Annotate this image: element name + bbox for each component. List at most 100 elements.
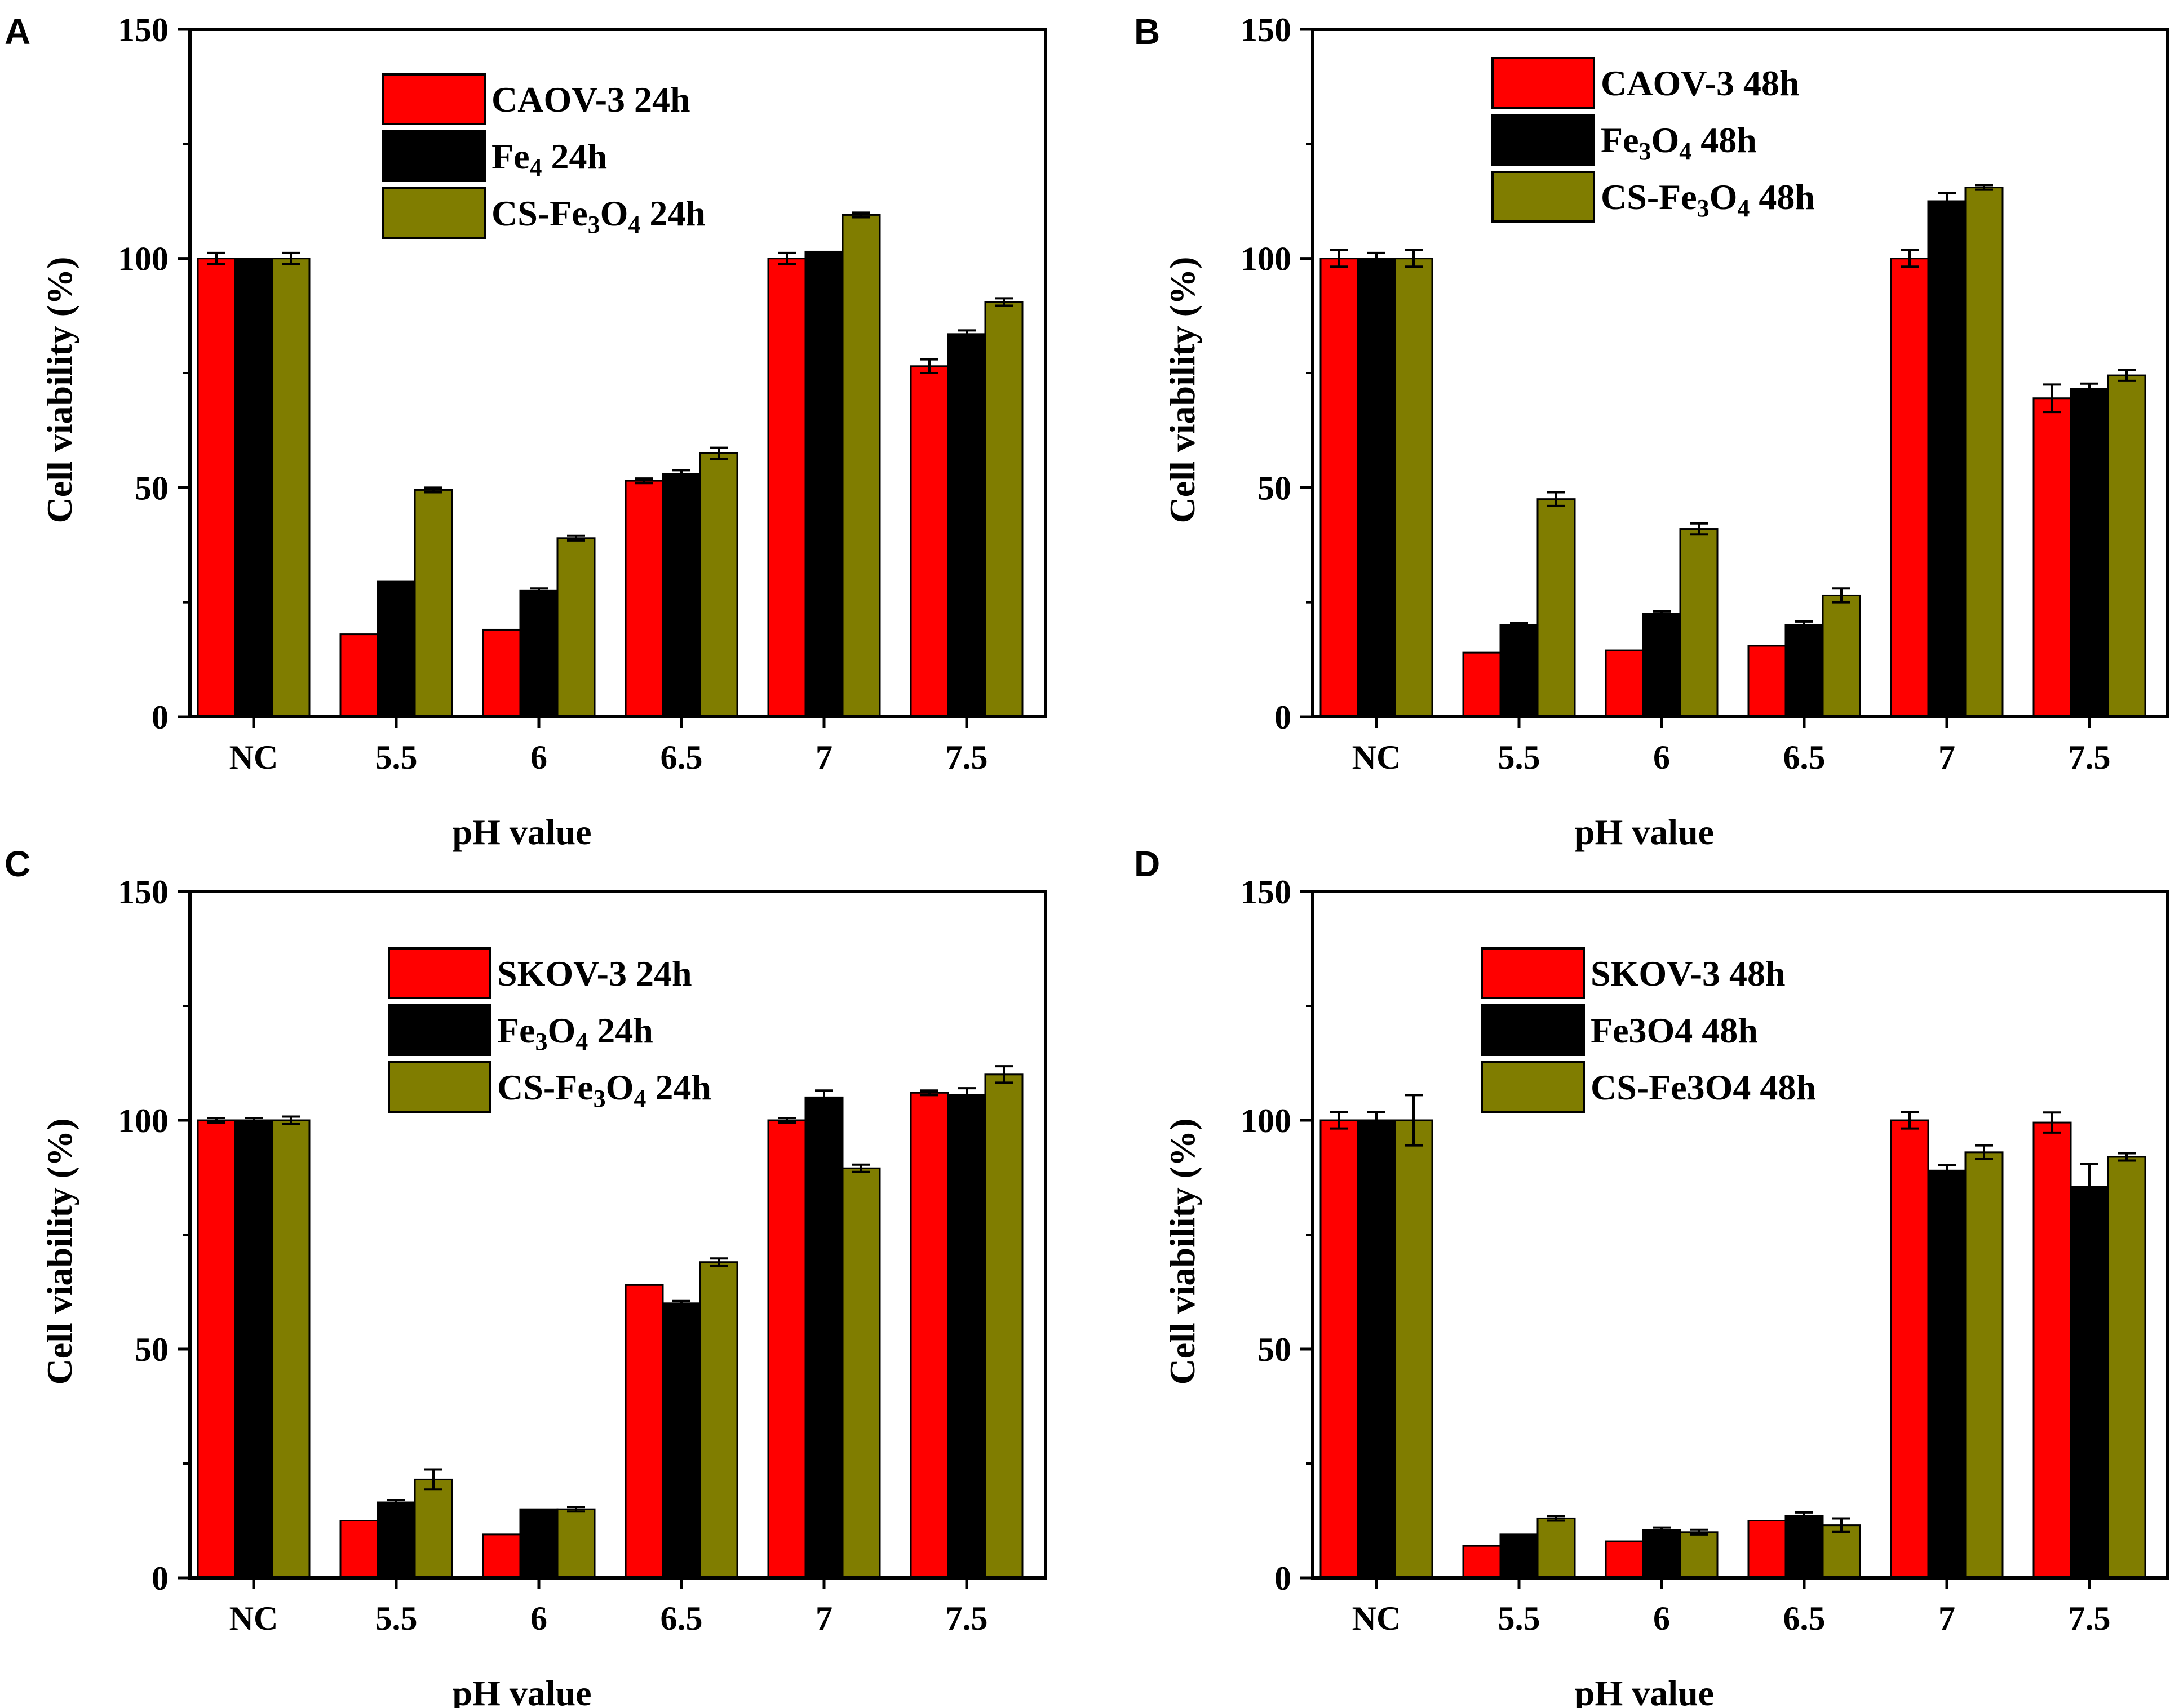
x-tick-label: 7 [1938, 1600, 1955, 1637]
error-bar [282, 1115, 300, 1125]
bar-olive-6 [556, 537, 596, 718]
error-bar [424, 1468, 442, 1491]
bar-black-7.5 [947, 333, 986, 718]
bar-red-7.5 [910, 1092, 949, 1579]
error-bar [1405, 1094, 1423, 1147]
legend-swatch-olive [1491, 171, 1595, 223]
bar-red-7.5 [2032, 397, 2072, 718]
legend-swatch-red [388, 947, 491, 999]
bar-olive-5.5 [1536, 498, 1576, 718]
error-bar [424, 486, 442, 494]
y-tick-label: 50 [135, 1331, 169, 1368]
x-tick-label: 5.5 [1498, 1600, 1540, 1637]
legend-label: Fe3O4 24h [497, 1010, 653, 1055]
bar-olive-NC [271, 258, 311, 718]
legend-swatch-red [382, 73, 486, 125]
x-tick-label: 6 [1653, 739, 1670, 776]
bar-olive-NC [1394, 1119, 1433, 1579]
error-bar [672, 469, 690, 479]
error-bar [1690, 522, 1708, 536]
error-bar [2043, 383, 2061, 414]
bar-black-5.5 [1499, 1533, 1539, 1579]
error-bar [2118, 369, 2136, 382]
error-bar [530, 587, 548, 595]
error-bar [1690, 1528, 1708, 1536]
x-tick-label: 6.5 [661, 1600, 703, 1637]
bar-red-6 [1605, 1540, 1644, 1579]
x-tick-label: 6.5 [1783, 1600, 1826, 1637]
bar-black-NC [1357, 1119, 1396, 1579]
legend-label: Fe4 24h [491, 136, 607, 181]
error-bar [2043, 1111, 2061, 1134]
y-tick-label: 100 [118, 1102, 169, 1139]
y-tick-label: 150 [118, 11, 169, 48]
x-tick-label: NC [229, 739, 278, 776]
legend-label: CAOV-3 24h [491, 79, 690, 119]
error-bar [710, 1257, 728, 1267]
error-bar [1653, 610, 1671, 618]
bar-olive-5.5 [1536, 1517, 1576, 1579]
bar-black-NC [234, 1119, 273, 1579]
bar-olive-7.5 [2107, 1156, 2146, 1579]
bar-olive-5.5 [414, 1478, 453, 1579]
bar-olive-6 [1679, 1531, 1719, 1579]
y-tick-label: 0 [152, 699, 169, 736]
x-tick-label: 6 [1653, 1600, 1670, 1637]
error-bar [2118, 1152, 2136, 1162]
error-bar [815, 1089, 833, 1106]
legend-label: Fe3O4 48h [1601, 120, 1757, 165]
bar-red-6.5 [1747, 645, 1787, 718]
bar-red-6.5 [625, 1284, 664, 1579]
error-bar [1547, 491, 1565, 507]
error-bar [1367, 1111, 1385, 1130]
y-axis-title: Cell viability (%) [1162, 1119, 1202, 1385]
x-tick-label: 6 [530, 1600, 547, 1637]
error-bar [567, 534, 585, 542]
x-axis-title: pH value [1575, 1673, 1714, 1708]
error-bar [672, 1299, 690, 1307]
x-tick-label: 7.5 [946, 1600, 988, 1637]
panel-letter: D [1134, 844, 1160, 884]
legend-swatch-red [1491, 57, 1595, 109]
bar-black-7.5 [2070, 1186, 2109, 1579]
bar-black-5.5 [377, 1501, 416, 1579]
bar-red-7.5 [910, 365, 949, 718]
error-bar [778, 1116, 796, 1124]
bar-red-5.5 [1462, 1545, 1502, 1579]
y-axis-title: Cell viability (%) [39, 257, 79, 524]
bar-olive-6.5 [1822, 594, 1861, 718]
bar-black-6 [519, 589, 559, 718]
bar-olive-NC [271, 1119, 311, 1579]
y-tick-label: 0 [152, 1560, 169, 1597]
error-bar [2080, 1163, 2098, 1211]
x-tick-label: NC [1352, 739, 1401, 776]
bar-red-NC [1319, 258, 1359, 718]
bar-olive-7 [1964, 1151, 2004, 1579]
legend-label: SKOV-3 48h [1591, 953, 1786, 993]
bar-red-7 [767, 1119, 807, 1579]
x-axis-title: pH value [1575, 812, 1714, 852]
error-bar [995, 297, 1013, 307]
bar-red-7.5 [2032, 1121, 2072, 1579]
legend-swatch-black [382, 130, 486, 182]
bar-black-NC [234, 258, 273, 718]
panel-letter: B [1134, 11, 1160, 52]
bar-olive-5.5 [414, 489, 453, 718]
y-tick-label: 50 [135, 469, 169, 507]
error-bar [995, 1065, 1013, 1084]
bar-black-5.5 [377, 580, 416, 718]
legend: SKOV-3 24h Fe3O4 24h CS-Fe3O4 24h [388, 947, 711, 1113]
panel-letter: A [5, 11, 30, 52]
bar-black-6 [519, 1508, 559, 1579]
chart-panel-b: B 0 50 100 150 NC 5.5 6 6.5 7 7.5 pH value Cell viab… [1134, 11, 2169, 852]
bar-olive-6 [556, 1508, 596, 1579]
y-tick-label: 0 [1274, 1560, 1291, 1597]
bar-red-NC [197, 258, 236, 718]
bar-black-6.5 [1784, 624, 1824, 718]
error-bar [1832, 1517, 1850, 1533]
error-bar [387, 1498, 405, 1506]
bar-black-7.5 [947, 1094, 986, 1579]
bar-olive-7 [842, 214, 881, 718]
bar-olive-6.5 [1822, 1524, 1861, 1579]
